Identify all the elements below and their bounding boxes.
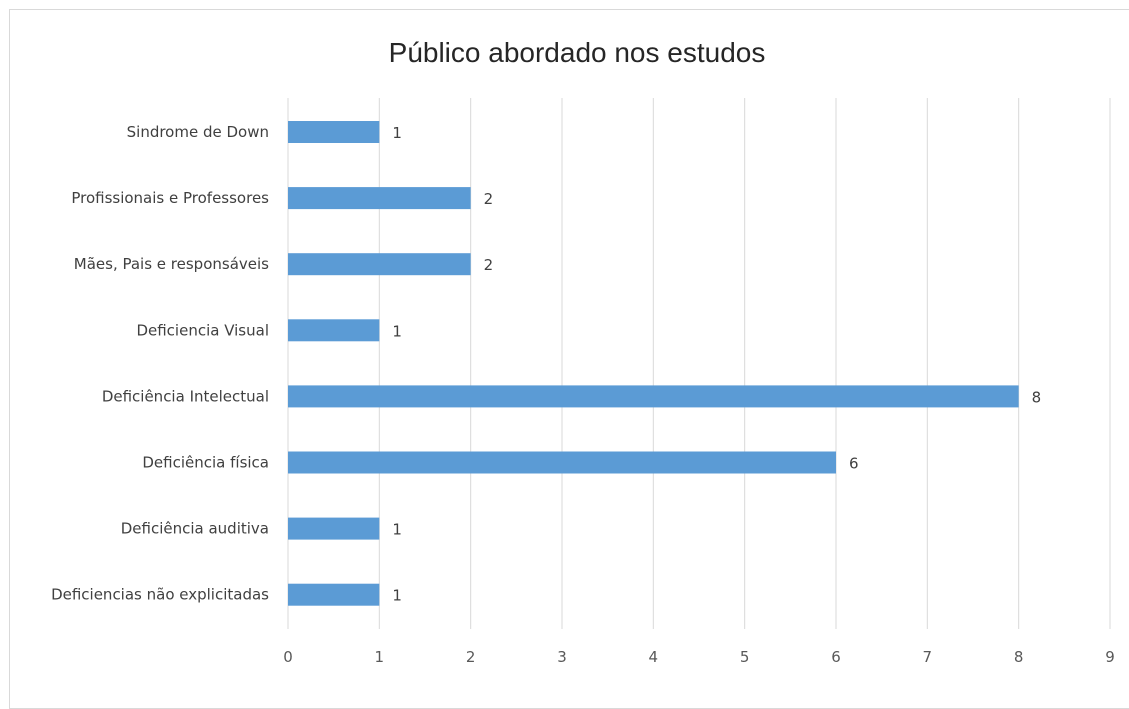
bar <box>288 121 380 143</box>
data-label: 2 <box>484 190 494 208</box>
category-label: Deficiencia Visual <box>136 321 269 339</box>
category-label: Profissionais e Professores <box>71 189 269 207</box>
data-label: 1 <box>392 587 402 605</box>
bar <box>288 517 380 540</box>
data-label: 6 <box>849 455 859 473</box>
data-label: 1 <box>392 521 402 539</box>
bars <box>288 121 1019 606</box>
bar <box>288 451 836 474</box>
bar-chart: Público abordado nos estudos Sindrome de… <box>51 37 1115 666</box>
category-label: Mães, Pais e responsáveis <box>74 255 269 273</box>
x-tick-label: 7 <box>923 648 933 666</box>
category-label: Deficiência auditiva <box>121 520 269 538</box>
data-labels: 1 2 2 1 8 6 1 1 <box>392 124 1041 605</box>
x-tick-label: 9 <box>1105 648 1115 666</box>
category-label: Deficiência física <box>142 454 269 472</box>
bar <box>288 385 1019 408</box>
gridlines <box>287 98 1111 629</box>
x-tick-label: 6 <box>831 648 841 666</box>
chart-frame <box>9 9 1129 709</box>
category-labels: Sindrome de Down Profissionais e Professo… <box>51 123 269 604</box>
x-axis-tick-labels: 0 1 2 3 4 5 6 7 8 9 <box>283 648 1115 666</box>
data-label: 2 <box>484 256 494 274</box>
bar <box>288 583 380 606</box>
x-tick-label: 4 <box>649 648 659 666</box>
bar <box>288 319 380 342</box>
category-label: Sindrome de Down <box>127 123 269 141</box>
x-tick-label: 8 <box>1014 648 1024 666</box>
x-tick-label: 1 <box>375 648 385 666</box>
data-label: 1 <box>392 124 402 142</box>
chart-title: Público abordado nos estudos <box>389 37 766 68</box>
bar <box>288 187 471 210</box>
category-label: Deficiencias não explicitadas <box>51 586 269 604</box>
data-label: 1 <box>392 322 402 340</box>
bar <box>288 253 471 276</box>
x-tick-label: 0 <box>283 648 293 666</box>
data-label: 8 <box>1032 388 1042 406</box>
category-label: Deficiência Intelectual <box>102 387 269 405</box>
x-tick-label: 5 <box>740 648 750 666</box>
x-tick-label: 2 <box>466 648 476 666</box>
x-tick-label: 3 <box>557 648 567 666</box>
